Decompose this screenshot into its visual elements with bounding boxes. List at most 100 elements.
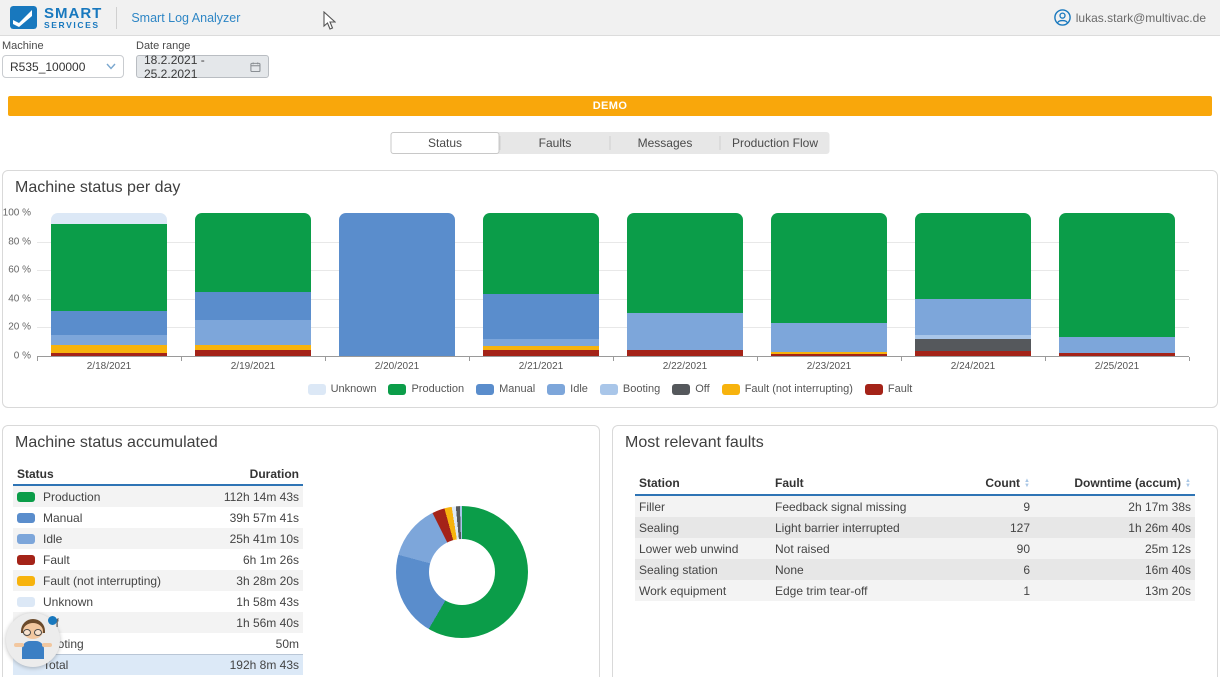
legend-item-unknown[interactable]: Unknown xyxy=(307,383,377,395)
chart-panel-title: Machine status per day xyxy=(15,179,181,196)
y-axis-tick-label: 0 % xyxy=(13,350,31,362)
machine-label: Machine xyxy=(2,40,44,52)
legend-label: Fault xyxy=(887,383,913,395)
brand-logo-text: SMART SERVICES xyxy=(44,6,102,30)
avatar-glasses-left xyxy=(23,629,31,636)
status-donut-chart xyxy=(396,506,528,638)
x-axis-label: 2/22/2021 xyxy=(662,361,708,372)
status-label: Fault (not interrupting) xyxy=(43,573,162,588)
legend-label: Booting xyxy=(622,383,661,395)
tab-faults[interactable]: Faults xyxy=(538,136,572,150)
y-axis-tick-label: 100 % xyxy=(2,207,31,219)
brand-line2: SERVICES xyxy=(44,19,100,30)
status-swatch-fault xyxy=(17,554,35,565)
status-label: Unknown xyxy=(43,594,94,609)
status-label: Manual xyxy=(43,510,83,525)
fault-count: 6 xyxy=(1023,562,1030,577)
gridline xyxy=(37,327,1189,329)
bar-segment-unknown xyxy=(51,213,167,225)
accumulated-table-header: Status Duration xyxy=(13,464,303,486)
tab-production-flow[interactable]: Production Flow xyxy=(731,136,819,150)
bar-segment-manual xyxy=(339,213,455,356)
x-axis-tick xyxy=(901,357,902,361)
x-axis-label: 2/25/2021 xyxy=(1094,361,1140,372)
chart-legend: Unknown Production Manual Idle Booting Off Fau… xyxy=(3,383,1217,395)
legend-item-fault_ni[interactable]: Fault (not interrupting) xyxy=(721,383,853,395)
date-range-value: 18.2.2021 - 25.2.2021 xyxy=(144,52,205,81)
date-range-input[interactable]: 18.2.2021 - 25.2.2021 xyxy=(136,52,269,81)
legend-item-off[interactable]: Off xyxy=(672,383,710,395)
y-axis-tick-label: 20 % xyxy=(8,321,31,333)
faults-column-header-downtime-accum[interactable]: Downtime (accum) ▲ ▼ xyxy=(1074,476,1191,490)
gridline xyxy=(37,270,1189,272)
x-axis-label: 2/23/2021 xyxy=(806,361,852,372)
status-duration: 3h 28m 20s xyxy=(236,573,299,588)
sort-icon[interactable]: ▲ ▼ xyxy=(1024,477,1030,489)
accumulated-row-idle: Idle 25h 41m 10s xyxy=(13,528,303,549)
bar-segment-idle xyxy=(1059,337,1175,354)
x-axis-tick xyxy=(757,357,758,361)
legend-item-booting[interactable]: Booting xyxy=(599,383,661,395)
tab-separator xyxy=(719,136,721,150)
fault-station: Sealing xyxy=(639,520,680,535)
legend-label: Idle xyxy=(570,383,588,395)
status-duration: 50m xyxy=(275,636,299,651)
app-title: Smart Log Analyzer xyxy=(131,10,241,25)
accumulated-row-unknown: Unknown 1h 58m 43s xyxy=(13,591,303,612)
sort-icon[interactable]: ▲ ▼ xyxy=(1185,477,1191,489)
machine-select-value: R535_100000 xyxy=(10,59,86,74)
topbar-divider xyxy=(116,6,118,29)
tab-bar: Status Faults Messages Production Flow xyxy=(390,132,830,154)
bar-segment-booting xyxy=(915,335,1031,339)
legend-item-fault[interactable]: Fault xyxy=(864,383,913,395)
fault-station: Lower web unwind xyxy=(639,541,739,556)
legend-label: Unknown xyxy=(330,383,377,395)
y-axis-tick-label: 80 % xyxy=(8,236,31,248)
bar-segment-production xyxy=(771,213,887,324)
brand-logo: SMART SERVICES xyxy=(0,6,102,30)
date-range-filter: Date range 18.2.2021 - 25.2.2021 xyxy=(136,40,269,81)
bar-segment-fault xyxy=(771,353,887,356)
fault-count: 127 xyxy=(1009,520,1030,535)
bar-segment-idle xyxy=(195,320,311,345)
bar-2-24-2021 xyxy=(915,213,1031,356)
x-axis-label: 2/19/2021 xyxy=(230,361,276,372)
bar-segment-fault xyxy=(627,350,743,356)
bar-2-22-2021 xyxy=(627,213,743,356)
column-header-duration: Duration xyxy=(249,467,299,481)
y-axis-tick-label: 60 % xyxy=(8,264,31,276)
fault-description: None xyxy=(775,562,804,577)
x-axis-label: 2/24/2021 xyxy=(950,361,996,372)
user-account[interactable]: lukas.stark@multivac.de xyxy=(1053,9,1206,26)
legend-item-production[interactable]: Production xyxy=(388,383,464,395)
x-axis-tick xyxy=(1045,357,1046,361)
fault-station: Work equipment xyxy=(639,583,727,598)
donut-hole xyxy=(429,539,495,605)
avatar-glasses-right xyxy=(34,629,42,636)
filter-bar: Machine R535_100000 Date range 18.2.2021… xyxy=(2,40,269,81)
tab-separator xyxy=(499,136,501,150)
status-swatch-manual xyxy=(17,512,35,523)
column-header-status: Status xyxy=(17,467,54,481)
legend-swatch-booting xyxy=(599,383,618,395)
machine-select[interactable]: R535_100000 xyxy=(2,55,124,78)
bar-segment-production xyxy=(627,213,743,314)
user-icon xyxy=(1053,9,1071,26)
x-axis-tick xyxy=(469,357,470,361)
bar-segment-off xyxy=(915,338,1031,351)
tab-messages[interactable]: Messages xyxy=(637,136,693,150)
faults-column-header-count[interactable]: Count ▲ ▼ xyxy=(985,476,1030,490)
stacked-bar-chart: 0 % 20 % 40 % 60 % 80 % 100 % xyxy=(3,208,1190,362)
bar-2-25-2021 xyxy=(1059,213,1175,356)
bar-segment-idle xyxy=(51,334,167,345)
legend-item-idle[interactable]: Idle xyxy=(547,383,588,395)
tab-status[interactable]: Status xyxy=(390,132,500,154)
bar-segment-idle xyxy=(915,298,1031,336)
status-duration: 1h 56m 40s xyxy=(236,615,299,630)
user-email: lukas.stark@multivac.de xyxy=(1075,10,1206,25)
avatar-arm-right xyxy=(42,643,52,647)
status-duration: 6h 1m 26s xyxy=(242,552,299,567)
bar-segment-idle xyxy=(483,338,599,347)
legend-item-manual[interactable]: Manual xyxy=(476,383,535,395)
